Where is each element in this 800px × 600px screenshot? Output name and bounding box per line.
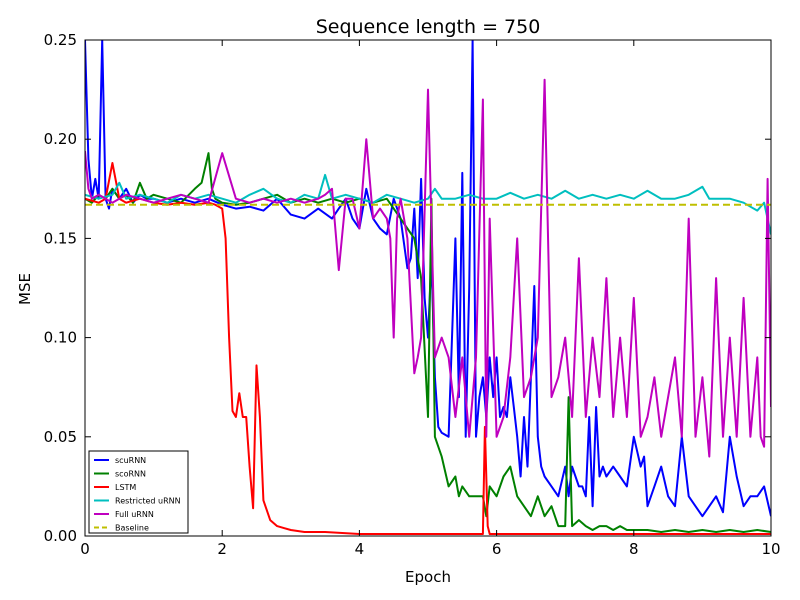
x-tick-label: 8 (629, 540, 639, 558)
legend-label: scuRNN (115, 456, 146, 465)
y-tick-label: 0.00 (44, 527, 77, 545)
series-line-lstm (85, 162, 771, 535)
x-tick-label: 6 (492, 540, 502, 558)
y-tick-label: 0.25 (44, 31, 77, 49)
legend-label: Restricted uRNN (115, 497, 181, 506)
series-line-restricted-urnn (85, 173, 771, 235)
legend-label: scoRNN (115, 470, 146, 479)
chart-title: Sequence length = 750 (316, 16, 541, 38)
plot-lines (85, 40, 771, 535)
legend-label: Full uRNN (115, 510, 154, 519)
y-tick-label: 0.10 (44, 329, 77, 347)
x-tick-label: 10 (761, 540, 780, 558)
y-tick-label: 0.05 (44, 428, 77, 446)
legend: scuRNN scoRNN LSTM Restricted uRNN Full uRNN… (88, 450, 189, 534)
legend-label: Baseline (115, 524, 149, 533)
x-axis: 0 2 4 6 8 10 (80, 40, 781, 558)
series-line-scornn (85, 152, 771, 533)
y-tick-label: 0.20 (44, 130, 77, 148)
y-axis: 0.00 0.05 0.10 0.15 0.20 0.25 (44, 31, 771, 545)
x-tick-label: 0 (80, 540, 90, 558)
x-tick-label: 2 (217, 540, 227, 558)
legend-box (88, 450, 189, 534)
x-tick-label: 4 (355, 540, 365, 558)
legend-label: LSTM (115, 483, 136, 492)
plot-frame (84, 39, 772, 537)
y-axis-label: MSE (16, 273, 34, 305)
x-axis-label: Epoch (405, 568, 451, 586)
y-tick-label: 0.15 (44, 229, 77, 247)
series-line-full-urnn (85, 78, 771, 458)
series-line-scurnn (85, 40, 771, 518)
